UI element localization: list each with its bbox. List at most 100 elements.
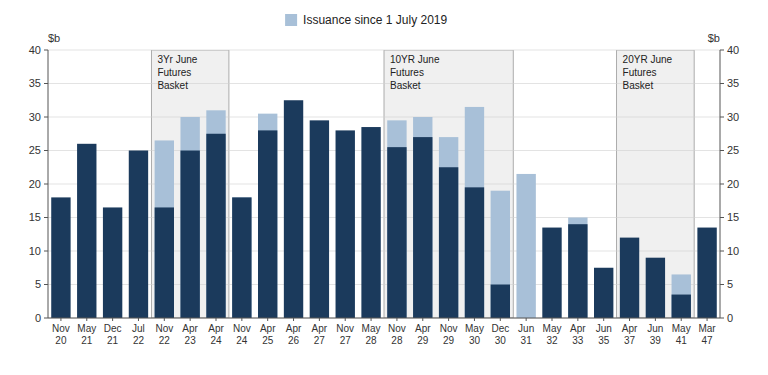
x-tick-label-line: Dec <box>491 323 509 334</box>
x-tick-label: May30 <box>465 323 484 346</box>
x-axis-line <box>48 318 720 319</box>
y2-tick <box>720 217 724 218</box>
x-tick-label-line: 29 <box>417 335 429 346</box>
grid-line <box>48 150 720 151</box>
y-tick <box>44 83 48 84</box>
x-tick-label-line: Jun <box>647 323 663 334</box>
x-tick <box>552 318 553 321</box>
bar <box>439 167 458 318</box>
x-tick-label: Apr27 <box>312 323 328 346</box>
x-tick-label: May21 <box>77 323 96 346</box>
x-tick-label-line: Apr <box>415 323 431 334</box>
bar <box>387 147 406 318</box>
bar <box>206 110 225 318</box>
x-tick-label: Apr24 <box>208 323 224 346</box>
bar <box>542 228 561 318</box>
y-tick <box>44 284 48 285</box>
x-tick-label-line: May <box>362 323 381 334</box>
x-tick-label: Apr29 <box>415 323 431 346</box>
x-tick <box>241 318 242 321</box>
x-tick-label-line: 35 <box>598 335 610 346</box>
y2-tick <box>720 83 724 84</box>
grid <box>48 50 720 318</box>
bar <box>77 144 96 318</box>
bar <box>361 127 380 318</box>
x-tick <box>655 318 656 321</box>
y-tick <box>44 50 48 51</box>
x-tick-label-line: Mar <box>698 323 716 334</box>
x-tick-label: Nov22 <box>155 323 173 346</box>
x-tick-label-line: 22 <box>159 335 171 346</box>
x-tick-label: Nov28 <box>388 323 406 346</box>
x-tick-label-line: Nov <box>155 323 173 334</box>
y-tick <box>44 217 48 218</box>
x-tick <box>112 318 113 321</box>
y2-axis-label: $b <box>708 32 720 44</box>
legend-swatch <box>285 14 297 26</box>
x-tick-label-line: Jun <box>518 323 534 334</box>
x-tick-label-line: 21 <box>81 335 93 346</box>
x-tick-label-line: 28 <box>366 335 378 346</box>
y-tick-label: 25 <box>29 144 41 156</box>
bar <box>439 137 458 318</box>
grid-line <box>48 50 720 51</box>
x-tick-label-line: Nov <box>52 323 70 334</box>
x-tick <box>371 318 372 321</box>
y-tick <box>44 117 48 118</box>
bar <box>672 274 691 318</box>
x-tick-label: Dec21 <box>104 323 122 346</box>
y-tick <box>44 150 48 151</box>
x-tick-label: Mar47 <box>698 323 716 346</box>
x-tick <box>681 318 682 321</box>
grid-line <box>48 184 720 185</box>
bar <box>413 137 432 318</box>
x-tick <box>422 318 423 321</box>
y-tick-label: 30 <box>29 111 41 123</box>
bar <box>620 238 639 318</box>
bar <box>180 117 199 318</box>
bar <box>516 174 535 318</box>
box-label-line: 3Yr June <box>157 54 197 65</box>
x-tick-label: Jun39 <box>647 323 663 346</box>
bar <box>646 258 665 318</box>
x-tick-label-line: 21 <box>107 335 119 346</box>
y2-tick-label: 10 <box>727 245 739 257</box>
box-label-line: Futures <box>157 67 191 78</box>
box-label: 3Yr JuneFuturesBasket <box>157 54 197 91</box>
x-tick <box>60 318 61 321</box>
axes: 05101520253035400510152025303540Nov20May… <box>29 44 740 347</box>
x-tick-label-line: May <box>543 323 562 334</box>
x-tick <box>448 318 449 321</box>
y2-tick <box>720 284 724 285</box>
x-tick-label-line: Jul <box>132 323 145 334</box>
futures-box <box>151 50 229 318</box>
bar <box>155 207 174 318</box>
x-tick <box>267 318 268 321</box>
x-tick-label: Jul22 <box>132 323 145 346</box>
bar <box>413 117 432 318</box>
legend: Issuance since 1 July 2019 <box>285 13 447 27</box>
x-tick-label-line: May <box>465 323 484 334</box>
x-tick-label: May28 <box>362 323 381 346</box>
x-tick-label-line: 27 <box>314 335 326 346</box>
x-tick <box>216 318 217 321</box>
grid-line <box>48 83 720 84</box>
x-tick-label-line: 30 <box>469 335 481 346</box>
y2-tick-label: 15 <box>727 211 739 223</box>
bar <box>568 218 587 319</box>
x-tick <box>500 318 501 321</box>
x-tick-label-line: 24 <box>236 335 248 346</box>
y-tick <box>44 184 48 185</box>
x-tick-label-line: Apr <box>182 323 198 334</box>
bar <box>672 295 691 318</box>
x-tick-label-line: 47 <box>702 335 714 346</box>
bar <box>180 151 199 319</box>
legend-label: Issuance since 1 July 2019 <box>303 13 447 27</box>
box-label-line: Basket <box>390 80 421 91</box>
y2-tick <box>720 318 724 319</box>
x-tick-label-line: 23 <box>185 335 197 346</box>
box-label-line: Basket <box>623 80 654 91</box>
y2-tick <box>720 50 724 51</box>
bars <box>51 100 717 318</box>
x-tick <box>190 318 191 321</box>
